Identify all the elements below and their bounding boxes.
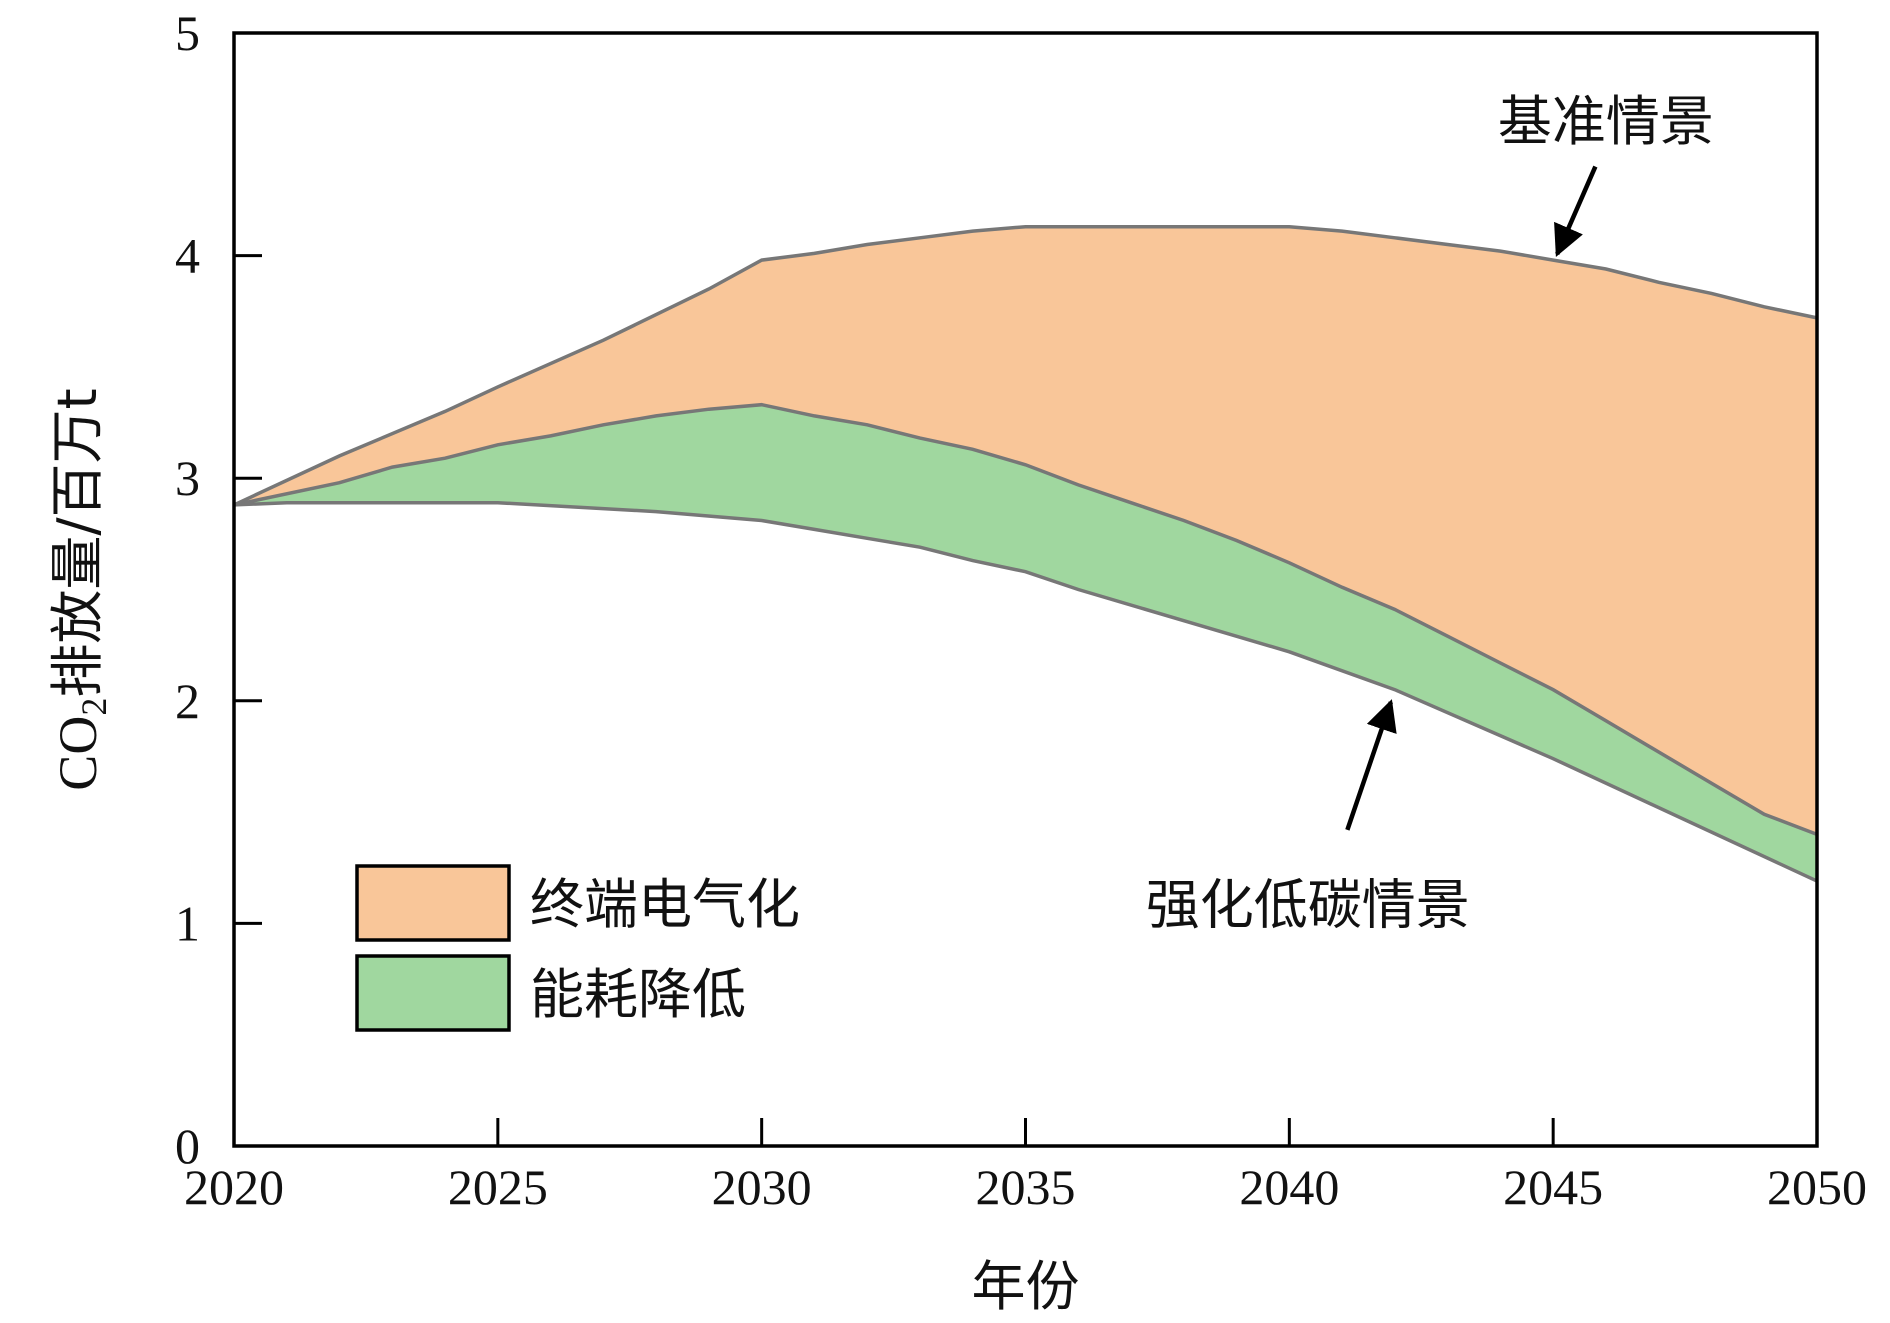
legend-swatch-terminal-electrification [355,864,511,942]
baseline-annotation-label: 基准情景 [1498,90,1714,153]
y-axis-title-subscript: 2 [74,698,114,716]
y-axis-title-suffix: 排放量/百万t [46,388,109,697]
low-carbon-annotation-label: 强化低碳情景 [1146,874,1470,937]
y-tick-label: 2 [175,673,200,729]
area-layers [234,226,1817,882]
x-tick-label: 2050 [1767,1159,1867,1215]
x-tick-label: 2020 [184,1159,284,1215]
low-carbon-annotation-arrow [1345,699,1397,831]
x-tick-label: 2030 [712,1159,812,1215]
low-carbon-scenario-line [233,500,1818,883]
x-tick-label: 2025 [448,1159,548,1215]
y-axis-ticks: 0 1 2 3 4 5 [175,5,262,1174]
baseline-annotation-arrow [1554,165,1598,257]
legend-swatch-energy-reduction [355,954,511,1032]
energy-reduction-top-line [233,402,1818,837]
x-tick-label: 2040 [1239,1159,1339,1215]
legend: 终端电气化 能耗降低 [355,864,800,1032]
legend-label-energy-reduction: 能耗降低 [530,963,746,1026]
x-axis-title: 年份 [972,1255,1080,1318]
legend-label-terminal-electrification: 终端电气化 [530,873,800,936]
y-tick-label: 5 [175,5,200,61]
x-tick-label: 2035 [976,1159,1076,1215]
x-axis-ticks: 2020 2025 2030 2035 2040 2045 2050 [184,1118,1867,1215]
y-tick-label: 4 [175,228,200,284]
area-energy-reduction [234,404,1817,882]
baseline-scenario-line [233,224,1818,507]
y-axis-title-prefix: CO [48,716,108,791]
x-tick-label: 2045 [1503,1159,1603,1215]
y-tick-label: 0 [175,1118,200,1174]
y-tick-label: 3 [175,450,200,506]
area-terminal-electrification [234,226,1817,835]
annotations: 基准情景 强化低碳情景 [1146,90,1714,937]
y-axis-title: CO2排放量/百万t [46,388,114,790]
scenario-lines [233,224,1818,883]
y-tick-label: 1 [175,895,200,951]
